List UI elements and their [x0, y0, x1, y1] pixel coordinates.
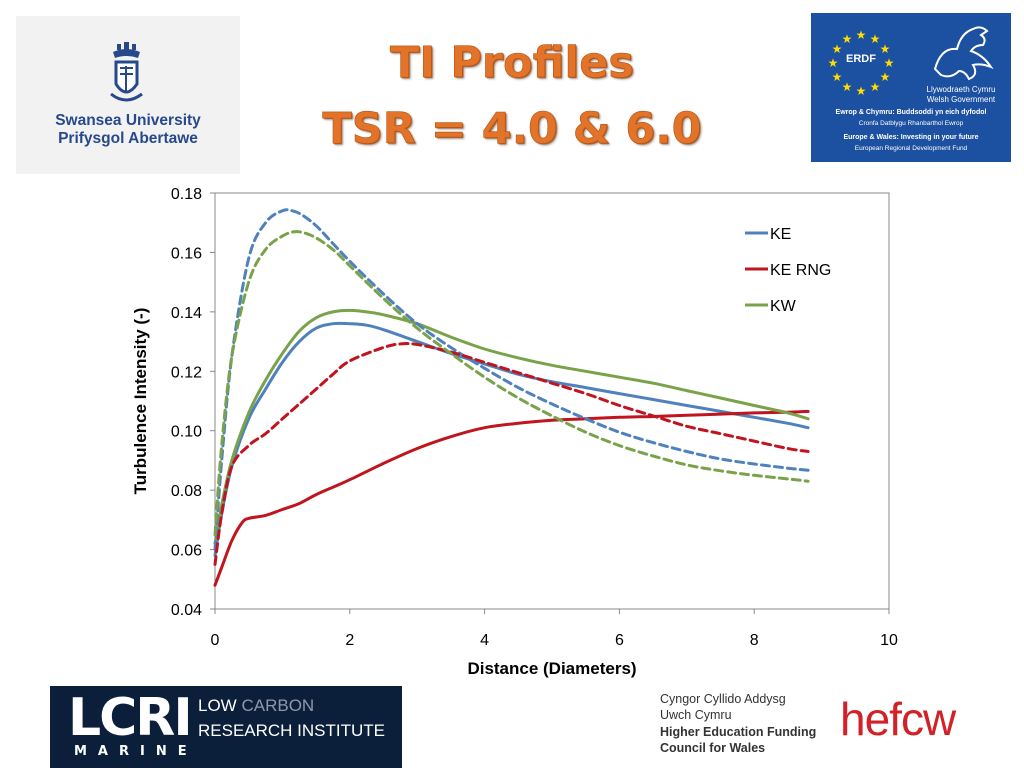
y-tick-label: 0.12	[171, 364, 202, 381]
hefcw-english-line2: Council for Wales	[660, 741, 766, 755]
series-line-ke-tsr-6-0	[213, 208, 810, 552]
welsh-dragon-icon	[933, 26, 994, 81]
x-tick-label: 8	[750, 632, 759, 649]
x-axis-label: Distance (Diameters)	[467, 659, 636, 678]
swansea-university-logo: Swansea University Prifysgol Abertawe	[16, 16, 240, 174]
series-line-ke-rng-tsr-6-0	[213, 342, 810, 566]
ti-profiles-chart: 0.04 0.06 0.08 0.10 0.12 0.14 0.16 0.18 0 2 4 6 8 10…	[131, 186, 898, 678]
lcri-low: LOW	[198, 696, 237, 715]
svg-text:★: ★	[842, 80, 853, 94]
series-line-ke	[213, 321, 810, 557]
hefcw-logo-mark: hefcw	[840, 693, 956, 745]
svg-text:★: ★	[832, 70, 843, 84]
x-tick-label: 6	[615, 632, 624, 649]
hefcw-welsh-line2: Uwch Cymru	[660, 708, 732, 722]
swansea-name-english: Swansea University	[55, 112, 201, 129]
svg-text:★: ★	[856, 28, 867, 42]
svg-text:★: ★	[884, 56, 895, 70]
y-tick-label: 0.10	[171, 424, 202, 441]
slide-title-line1: TI Profiles	[390, 38, 635, 89]
series-lines	[213, 208, 810, 587]
svg-text:★: ★	[880, 42, 891, 56]
eu-stars-icon: ★ ★★ ★★★ ★★★ ★★★	[828, 28, 895, 98]
y-tick-label: 0.06	[171, 543, 202, 560]
svg-text:★: ★	[828, 56, 839, 70]
lcri-research-institute: RESEARCH INSTITUTE	[198, 721, 386, 740]
legend: KE KE RNG KW	[745, 226, 831, 315]
x-axis: 0 2 4 6 8 10	[211, 609, 898, 649]
y-tick-label: 0.08	[171, 483, 202, 500]
svg-text:★: ★	[880, 70, 891, 84]
lcri-marine: MARINE	[74, 744, 198, 759]
plot-area	[214, 192, 890, 610]
x-tick-label: 10	[880, 632, 898, 649]
y-tick-label: 0.04	[171, 602, 202, 619]
hefcw-english-line1: Higher Education Funding	[660, 725, 817, 739]
hefcw-welsh-line1: Cyngor Cyllido Addysg	[660, 692, 786, 706]
erdf-line4: European Regional Development Fund	[854, 145, 968, 152]
series-line-kw-tsr-6-0	[213, 230, 810, 537]
lcri-mark: LCRI	[68, 688, 193, 748]
x-tick-label: 2	[345, 632, 354, 649]
x-tick-label: 0	[211, 632, 220, 649]
y-axis-label: Turbulence Intensity (-)	[131, 308, 150, 495]
lcri-low-carbon: LOW CARBON	[198, 696, 314, 716]
y-tick-label: 0.14	[171, 305, 202, 322]
swansea-name-welsh: Prifysgol Abertawe	[58, 130, 198, 147]
svg-text:★: ★	[856, 84, 867, 98]
y-tick-label: 0.16	[171, 245, 202, 262]
legend-label: KE	[770, 226, 791, 243]
svg-text:★: ★	[870, 80, 881, 94]
erdf-line3: Europe & Wales: Investing in your future	[843, 134, 979, 141]
erdf-line1: Ewrop & Chymru: Buddsoddi yn eich dyfodo…	[835, 109, 987, 116]
x-tick-label: 4	[480, 632, 489, 649]
slide-title-line2: TSR = 4.0 & 6.0	[322, 104, 702, 155]
erdf-gov-welsh: Llywodraeth Cymru	[926, 85, 996, 94]
svg-text:★: ★	[870, 32, 881, 46]
y-tick-label: 0.18	[171, 186, 202, 203]
erdf-logo: ★ ★ ★ ★ ★ ★ ★ ★ ★ ★ ★ ★ ERDF Llywodraeth Cymru W…	[811, 13, 1011, 162]
lcri-carbon: CARBON	[241, 696, 315, 715]
series-line-ke-rng	[213, 409, 810, 587]
lcri-marine-logo: LCRI MARINE LOW CARBON RESEARCH INSTITUT…	[50, 686, 402, 768]
erdf-gov-english: Welsh Government	[926, 95, 996, 104]
svg-text:★: ★	[842, 32, 853, 46]
university-crest-icon	[110, 42, 143, 102]
erdf-line2: Cronfa Datblygu Rhanbarthol Ewrop	[858, 120, 964, 127]
erdf-badge: ERDF	[846, 53, 876, 65]
legend-label: KE RNG	[770, 262, 831, 279]
y-axis: 0.04 0.06 0.08 0.10 0.12 0.14 0.16 0.18	[171, 186, 215, 619]
legend-label: KW	[770, 298, 797, 315]
svg-text:★: ★	[832, 42, 843, 56]
